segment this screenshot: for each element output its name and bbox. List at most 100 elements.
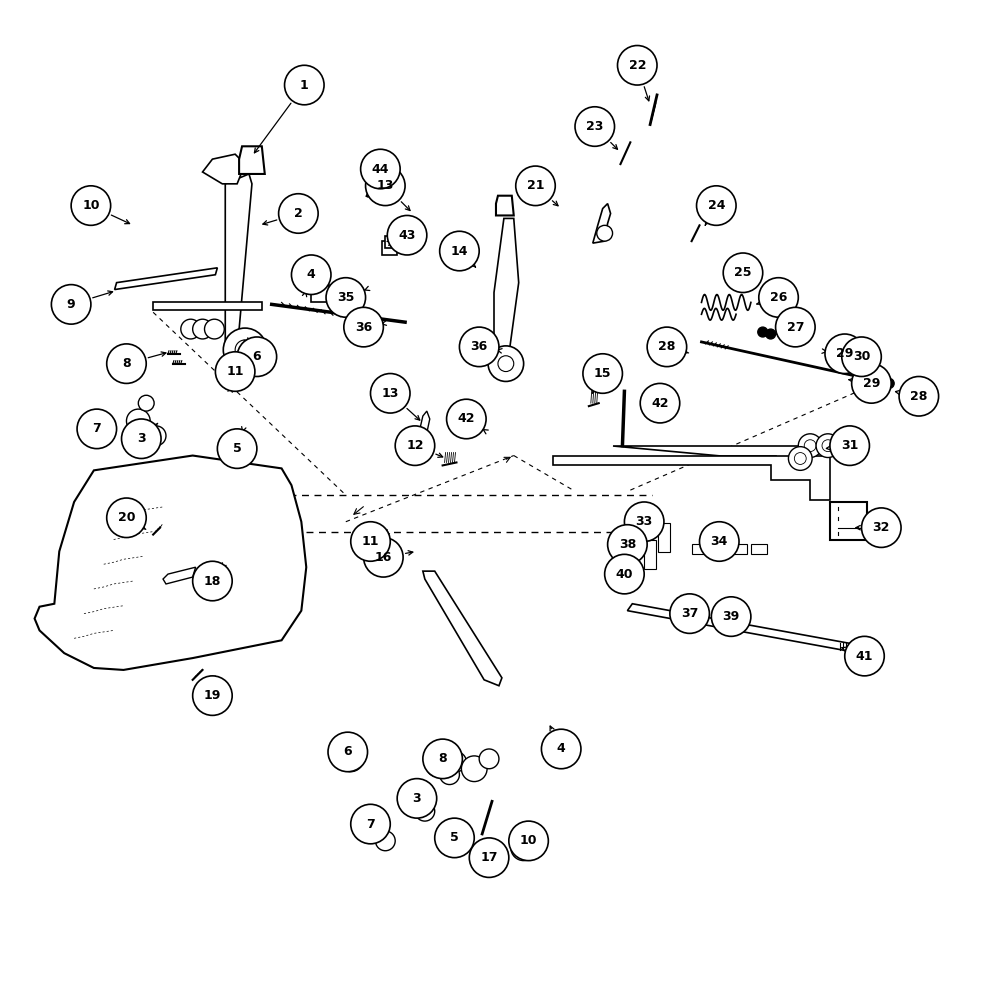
Circle shape [366, 532, 385, 551]
Text: 32: 32 [872, 521, 890, 534]
Text: 8: 8 [123, 357, 130, 370]
Text: 18: 18 [204, 575, 221, 588]
Circle shape [459, 327, 499, 367]
Text: 22: 22 [628, 59, 646, 72]
Text: 8: 8 [439, 752, 447, 765]
Circle shape [361, 149, 400, 189]
Text: 30: 30 [853, 350, 870, 363]
Text: 43: 43 [398, 229, 416, 242]
Text: 5: 5 [451, 831, 458, 844]
Circle shape [798, 434, 822, 458]
Circle shape [804, 440, 816, 452]
Circle shape [107, 498, 146, 538]
Text: 16: 16 [374, 551, 392, 564]
Circle shape [624, 502, 664, 541]
Text: 5: 5 [233, 442, 241, 455]
Circle shape [77, 409, 117, 449]
Text: 17: 17 [480, 851, 498, 864]
Bar [692, 544, 707, 554]
Polygon shape [627, 604, 865, 653]
Circle shape [794, 453, 806, 464]
Text: 33: 33 [635, 515, 653, 528]
Circle shape [364, 821, 383, 841]
Circle shape [217, 429, 257, 468]
Circle shape [344, 307, 383, 347]
Circle shape [364, 538, 403, 577]
Circle shape [328, 732, 368, 772]
Circle shape [618, 46, 657, 85]
Bar [711, 544, 727, 554]
Circle shape [237, 337, 277, 376]
Circle shape [509, 821, 548, 861]
Bar [644, 540, 656, 569]
Circle shape [235, 340, 255, 360]
Circle shape [758, 327, 768, 337]
Text: 34: 34 [710, 535, 728, 548]
Bar [830, 502, 867, 540]
Text: 35: 35 [337, 291, 355, 304]
Text: 28: 28 [910, 390, 928, 403]
Text: 29: 29 [836, 347, 854, 360]
Circle shape [370, 374, 410, 413]
Circle shape [479, 749, 499, 769]
Circle shape [541, 729, 581, 769]
Circle shape [816, 434, 840, 458]
Bar [385, 236, 405, 248]
Text: 29: 29 [863, 377, 880, 390]
Circle shape [126, 409, 150, 433]
Circle shape [444, 831, 469, 857]
Polygon shape [423, 571, 502, 686]
Text: 6: 6 [344, 745, 352, 758]
Text: 1: 1 [300, 79, 308, 92]
Text: 24: 24 [707, 199, 725, 212]
Circle shape [776, 307, 815, 347]
Circle shape [193, 676, 232, 715]
Circle shape [122, 419, 161, 459]
Circle shape [700, 522, 739, 561]
Circle shape [862, 508, 901, 547]
Circle shape [138, 395, 154, 411]
Bar [731, 544, 747, 554]
Circle shape [788, 447, 812, 470]
Circle shape [107, 344, 146, 383]
Circle shape [215, 352, 255, 391]
Bar [658, 523, 670, 552]
Circle shape [884, 378, 894, 388]
Text: 14: 14 [451, 245, 468, 258]
Circle shape [193, 561, 232, 601]
Text: 11: 11 [362, 535, 379, 548]
Polygon shape [496, 196, 514, 215]
Polygon shape [494, 218, 519, 376]
Circle shape [193, 319, 212, 339]
Text: 41: 41 [856, 650, 873, 663]
Circle shape [605, 554, 644, 594]
Text: 23: 23 [586, 120, 604, 133]
Polygon shape [239, 146, 265, 174]
Polygon shape [225, 174, 252, 352]
Circle shape [51, 285, 91, 324]
Circle shape [181, 319, 201, 339]
Circle shape [447, 399, 486, 439]
Text: 37: 37 [681, 607, 699, 620]
Polygon shape [163, 567, 196, 584]
Text: 4: 4 [307, 268, 315, 281]
Circle shape [435, 818, 474, 858]
Text: 13: 13 [376, 179, 394, 192]
Polygon shape [553, 456, 830, 500]
Circle shape [400, 794, 420, 814]
Circle shape [852, 364, 891, 403]
Circle shape [351, 804, 390, 844]
Circle shape [223, 328, 267, 372]
Text: 36: 36 [355, 321, 372, 334]
Text: 20: 20 [118, 511, 135, 524]
Text: 4: 4 [557, 742, 565, 755]
Circle shape [427, 757, 447, 777]
Text: 42: 42 [457, 412, 475, 425]
Polygon shape [203, 154, 245, 184]
Circle shape [899, 376, 939, 416]
Polygon shape [593, 204, 611, 243]
Circle shape [447, 752, 466, 772]
Text: 39: 39 [722, 610, 740, 623]
Circle shape [583, 354, 622, 393]
Circle shape [279, 194, 318, 233]
